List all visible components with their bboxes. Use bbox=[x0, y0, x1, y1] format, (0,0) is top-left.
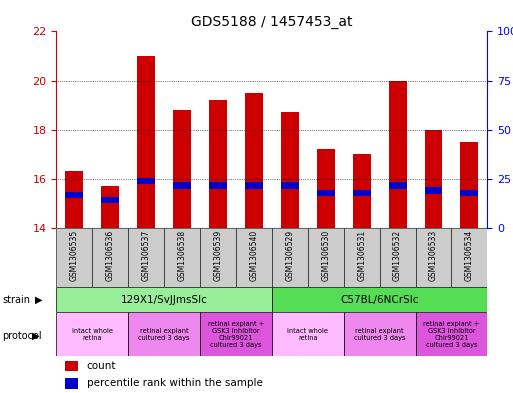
Text: GSM1306531: GSM1306531 bbox=[357, 230, 366, 281]
Bar bbox=[200, 228, 236, 287]
Text: retinal explant
cultured 3 days: retinal explant cultured 3 days bbox=[354, 327, 405, 341]
Bar bbox=[65, 361, 78, 371]
Text: GSM1306538: GSM1306538 bbox=[177, 230, 187, 281]
Bar bbox=[56, 312, 128, 356]
Bar bbox=[308, 228, 344, 287]
Bar bbox=[272, 312, 344, 356]
Bar bbox=[92, 228, 128, 287]
Bar bbox=[236, 228, 272, 287]
Bar bbox=[101, 197, 119, 204]
Bar bbox=[416, 312, 487, 356]
Text: 129X1/SvJJmsSlc: 129X1/SvJJmsSlc bbox=[121, 295, 208, 305]
Text: retinal explant +
GSK3 inhibitor
Chir99021
cultured 3 days: retinal explant + GSK3 inhibitor Chir990… bbox=[208, 321, 264, 347]
Bar bbox=[56, 228, 92, 287]
Bar bbox=[344, 312, 416, 356]
Text: GSM1306532: GSM1306532 bbox=[393, 230, 402, 281]
Bar bbox=[65, 378, 78, 389]
Text: protocol: protocol bbox=[3, 331, 42, 341]
Bar bbox=[317, 190, 334, 196]
Bar bbox=[173, 110, 191, 228]
Bar bbox=[200, 312, 272, 356]
Bar bbox=[101, 186, 119, 228]
Bar bbox=[209, 100, 227, 228]
Bar bbox=[281, 182, 299, 189]
Bar bbox=[416, 228, 451, 287]
Text: ▶: ▶ bbox=[35, 295, 43, 305]
Text: GSM1306533: GSM1306533 bbox=[429, 230, 438, 281]
Text: GSM1306529: GSM1306529 bbox=[285, 230, 294, 281]
Text: retinal explant +
GSK3 inhibitor
Chir99021
cultured 3 days: retinal explant + GSK3 inhibitor Chir990… bbox=[423, 321, 480, 347]
Text: GSM1306536: GSM1306536 bbox=[106, 230, 115, 281]
Bar bbox=[352, 190, 370, 196]
Text: GSM1306539: GSM1306539 bbox=[213, 230, 223, 281]
Text: intact whole
retina: intact whole retina bbox=[72, 327, 113, 341]
Bar bbox=[460, 190, 478, 196]
Bar bbox=[173, 182, 191, 189]
Bar bbox=[209, 182, 227, 189]
Text: GSM1306540: GSM1306540 bbox=[249, 230, 259, 281]
Text: retinal explant
cultured 3 days: retinal explant cultured 3 days bbox=[139, 327, 190, 341]
Text: ▶: ▶ bbox=[32, 331, 40, 341]
Bar bbox=[460, 142, 478, 228]
Text: intact whole
retina: intact whole retina bbox=[287, 327, 328, 341]
Bar bbox=[380, 228, 416, 287]
Bar bbox=[272, 287, 487, 312]
Text: GSM1306537: GSM1306537 bbox=[142, 230, 151, 281]
Bar bbox=[352, 154, 370, 228]
Bar bbox=[128, 312, 200, 356]
Bar bbox=[66, 192, 83, 198]
Bar bbox=[424, 187, 442, 193]
Bar bbox=[388, 81, 406, 228]
Bar bbox=[56, 287, 272, 312]
Text: GSM1306530: GSM1306530 bbox=[321, 230, 330, 281]
Text: strain: strain bbox=[3, 295, 31, 305]
Bar bbox=[137, 56, 155, 228]
Text: percentile rank within the sample: percentile rank within the sample bbox=[87, 378, 263, 388]
Bar bbox=[317, 149, 334, 228]
Bar bbox=[137, 178, 155, 184]
Bar bbox=[424, 130, 442, 228]
Bar bbox=[66, 171, 83, 228]
Bar bbox=[272, 228, 308, 287]
Bar bbox=[344, 228, 380, 287]
Bar bbox=[164, 228, 200, 287]
Text: GSM1306535: GSM1306535 bbox=[70, 230, 79, 281]
Bar bbox=[388, 182, 406, 189]
Bar bbox=[451, 228, 487, 287]
Text: count: count bbox=[87, 361, 116, 371]
Bar bbox=[245, 182, 263, 189]
Bar bbox=[128, 228, 164, 287]
Text: C57BL/6NCrSlc: C57BL/6NCrSlc bbox=[340, 295, 419, 305]
Title: GDS5188 / 1457453_at: GDS5188 / 1457453_at bbox=[191, 15, 352, 29]
Bar bbox=[245, 93, 263, 228]
Text: GSM1306534: GSM1306534 bbox=[465, 230, 474, 281]
Bar bbox=[281, 112, 299, 228]
